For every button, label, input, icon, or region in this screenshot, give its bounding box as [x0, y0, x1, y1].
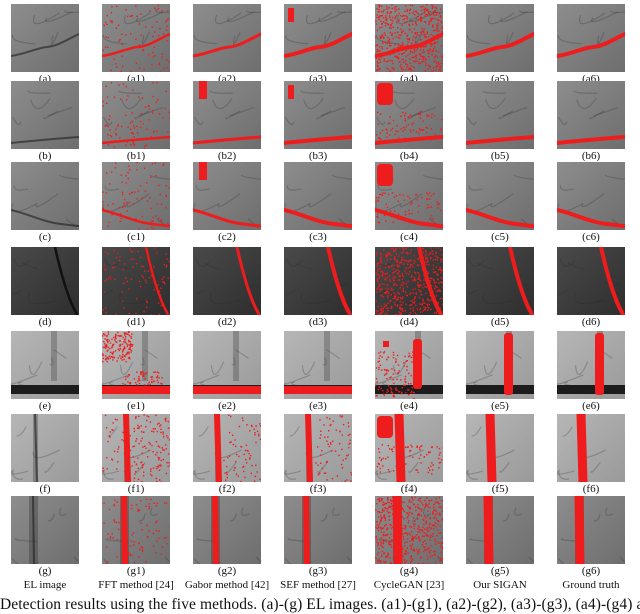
result-image-c4	[375, 162, 443, 230]
result-image-g1	[102, 496, 170, 564]
panel-label: (g3)	[273, 565, 363, 577]
panel-label: (e)	[0, 400, 90, 412]
result-image-e1	[102, 331, 170, 399]
result-image-d5	[466, 247, 534, 315]
column-title: FFT method [24]	[90, 579, 182, 591]
result-image-f6	[557, 414, 625, 482]
result-image-a1	[102, 4, 170, 72]
panel-label: (d3)	[273, 316, 363, 328]
panel-label: (d1)	[91, 316, 181, 328]
panel-label: (c)	[0, 231, 90, 243]
result-image-g3	[284, 496, 352, 564]
result-image-d1	[102, 247, 170, 315]
panel-label: (e6)	[546, 400, 636, 412]
panel-label: (e1)	[91, 400, 181, 412]
panel-label: (d)	[0, 316, 90, 328]
column-title: Ground truth	[545, 579, 637, 591]
result-image-g0	[11, 496, 79, 564]
result-image-d6	[557, 247, 625, 315]
result-image-f4	[375, 414, 443, 482]
panel-label: (c6)	[546, 231, 636, 243]
panel-label: (e4)	[364, 400, 454, 412]
panel-label: (f2)	[182, 483, 272, 495]
result-image-c1	[102, 162, 170, 230]
panel-label: (e5)	[455, 400, 545, 412]
result-image-c0	[11, 162, 79, 230]
result-image-b5	[466, 81, 534, 149]
result-image-b3	[284, 81, 352, 149]
panel-label: (d5)	[455, 316, 545, 328]
panel-label: (c1)	[91, 231, 181, 243]
panel-label: (c3)	[273, 231, 363, 243]
panel-label: (g1)	[91, 565, 181, 577]
result-image-d2	[193, 247, 261, 315]
result-image-b6	[557, 81, 625, 149]
result-image-d3	[284, 247, 352, 315]
panel-label: (g)	[0, 565, 90, 577]
result-image-e6	[557, 331, 625, 399]
result-image-f0	[11, 414, 79, 482]
result-image-b2	[193, 81, 261, 149]
panel-label: (f6)	[546, 483, 636, 495]
result-image-a4	[375, 4, 443, 72]
panel-label: (f4)	[364, 483, 454, 495]
column-title: EL image	[0, 579, 91, 591]
panel-label: (f)	[0, 483, 90, 495]
result-image-g2	[193, 496, 261, 564]
panel-label: (f5)	[455, 483, 545, 495]
result-image-a6	[557, 4, 625, 72]
result-image-f3	[284, 414, 352, 482]
panel-label: (e3)	[273, 400, 363, 412]
result-image-d4	[375, 247, 443, 315]
panel-label: (b5)	[455, 150, 545, 162]
result-image-e0	[11, 331, 79, 399]
panel-label: (d6)	[546, 316, 636, 328]
result-image-g6	[557, 496, 625, 564]
column-title: Our SIGAN	[454, 579, 546, 591]
result-image-f2	[193, 414, 261, 482]
result-image-c6	[557, 162, 625, 230]
result-image-a0	[11, 4, 79, 72]
column-title: SEF method [27]	[272, 579, 364, 591]
result-image-b0	[11, 81, 79, 149]
result-image-e4	[375, 331, 443, 399]
panel-label: (g4)	[364, 565, 454, 577]
panel-label: (b3)	[273, 150, 363, 162]
result-image-e2	[193, 331, 261, 399]
panel-label: (f3)	[273, 483, 363, 495]
column-title: CycleGAN [23]	[363, 579, 455, 591]
result-image-g5	[466, 496, 534, 564]
result-image-d0	[11, 247, 79, 315]
panel-label: (b4)	[364, 150, 454, 162]
column-title: Gabor method [42]	[181, 579, 273, 591]
result-image-b1	[102, 81, 170, 149]
result-image-f5	[466, 414, 534, 482]
panel-label: (g6)	[546, 565, 636, 577]
panel-label: (f1)	[91, 483, 181, 495]
panel-label: (d2)	[182, 316, 272, 328]
result-image-a5	[466, 4, 534, 72]
panel-label: (b1)	[91, 150, 181, 162]
result-image-c5	[466, 162, 534, 230]
panel-label: (c2)	[182, 231, 272, 243]
panel-label: (b6)	[546, 150, 636, 162]
result-image-a3	[284, 4, 352, 72]
result-image-b4	[375, 81, 443, 149]
panel-label: (b)	[0, 150, 90, 162]
panel-label: (c5)	[455, 231, 545, 243]
panel-label: (g2)	[182, 565, 272, 577]
result-image-c2	[193, 162, 261, 230]
panel-label: (c4)	[364, 231, 454, 243]
result-image-f1	[102, 414, 170, 482]
result-image-e5	[466, 331, 534, 399]
panel-label: (e2)	[182, 400, 272, 412]
panel-label: (g5)	[455, 565, 545, 577]
panel-label: (b2)	[182, 150, 272, 162]
result-image-a2	[193, 4, 261, 72]
result-image-c3	[284, 162, 352, 230]
result-image-e3	[284, 331, 352, 399]
result-image-g4	[375, 496, 443, 564]
figure-caption: Detection results using the five methods…	[0, 596, 640, 614]
panel-label: (d4)	[364, 316, 454, 328]
